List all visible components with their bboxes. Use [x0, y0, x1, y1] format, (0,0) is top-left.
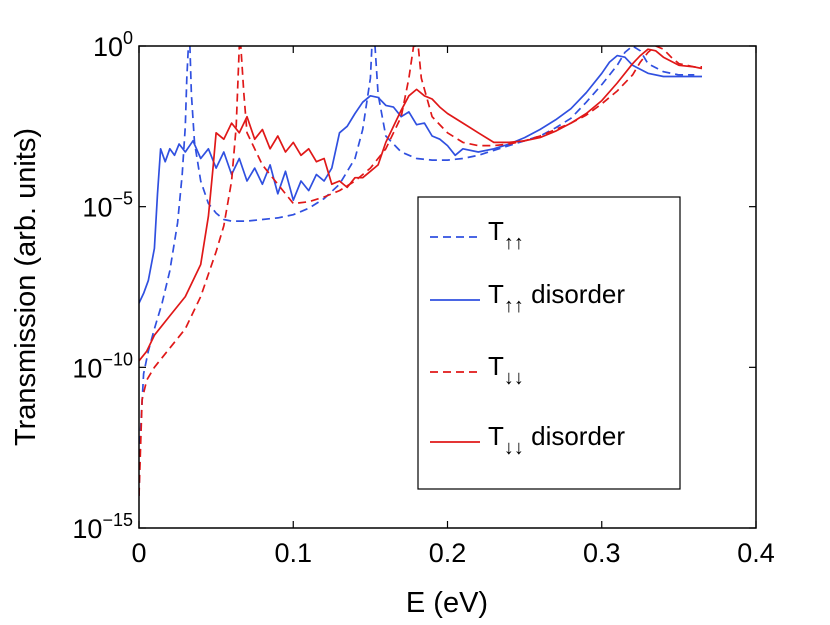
legend-label-0: T↑↑: [488, 216, 524, 254]
y-tick-label-1: 10−5: [82, 189, 133, 223]
series-line-2: [139, 46, 702, 496]
y-tick-label-3: 10−15: [72, 510, 133, 544]
series-layer: [139, 46, 703, 496]
legend-label-2: T↓↓: [488, 351, 524, 389]
series-line-1: [139, 54, 702, 304]
x-tick-label-2: 0.2: [429, 538, 467, 568]
legend-label-3: T↓↓ disorder: [488, 421, 625, 459]
x-tick-label-1: 0.1: [274, 538, 312, 568]
y-tick-label-0: 100: [93, 28, 133, 62]
y-axis-label: Transmission (arb. units): [10, 128, 42, 446]
x-axis-label: E (eV): [406, 587, 488, 619]
series-line-3: [139, 48, 703, 362]
legend-box: [417, 196, 681, 490]
x-tick-label-0: 0: [131, 538, 146, 568]
legend-label-1: T↑↑ disorder: [488, 279, 625, 317]
series-line-0: [139, 46, 695, 496]
legend: T↑↑ T↑↑ disorder T↓↓ T↓↓ disorder: [417, 196, 681, 490]
y-tick-label-2: 10−10: [72, 349, 133, 383]
x-tick-label-3: 0.3: [583, 538, 621, 568]
x-tick-label-4: 0.4: [737, 538, 775, 568]
